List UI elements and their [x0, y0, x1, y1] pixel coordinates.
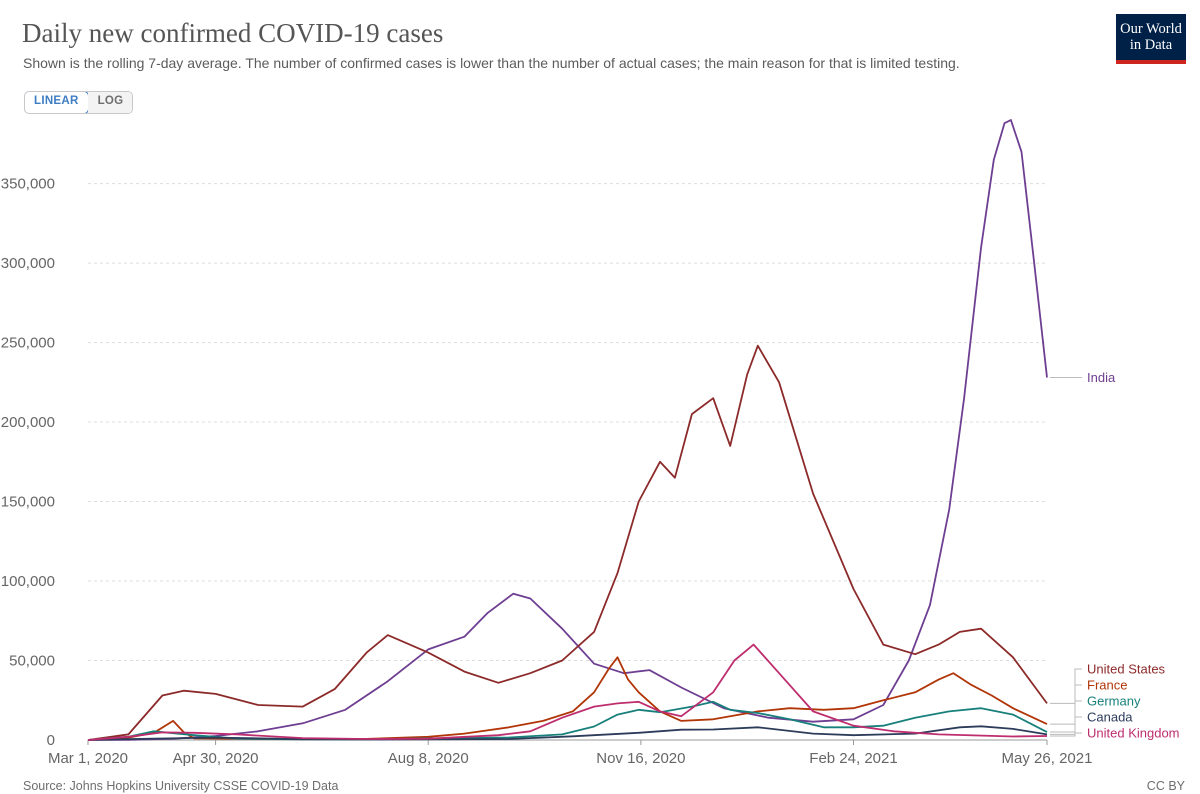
source-note: Source: Johns Hopkins University CSSE CO… [23, 779, 339, 793]
y-tick-label: 350,000 [1, 176, 55, 193]
series-lines [87, 119, 1048, 741]
label-connector [1050, 716, 1082, 735]
axes: 0 50,000 100,000 150,000 200,000 250,000 300,0… [1, 176, 1093, 767]
label-connector [1050, 684, 1082, 725]
series-label-india[interactable]: India [1087, 370, 1116, 385]
series-label-france[interactable]: France [1087, 678, 1127, 693]
y-tick-label: 100,000 [1, 573, 55, 590]
log-scale-button[interactable]: LOG [87, 92, 133, 113]
series-label-united-states[interactable]: United States [1087, 662, 1166, 677]
series-label-united-kingdom[interactable]: United Kingdom [1087, 726, 1180, 741]
chart-title: Daily new confirmed COVID-19 cases [22, 18, 444, 48]
series-line-canada[interactable] [87, 725, 1048, 741]
y-tick-label: 150,000 [1, 494, 55, 511]
owid-logo[interactable]: Our World in Data [1116, 14, 1186, 64]
x-tick-label: Aug 8, 2020 [388, 750, 469, 767]
y-tick-label: 0 [47, 732, 55, 749]
x-tick-label: Mar 1, 2020 [48, 750, 128, 767]
y-tick-label: 300,000 [1, 255, 55, 272]
chart-subtitle: Shown is the rolling 7-day average. The … [23, 55, 960, 71]
series-line-india[interactable] [87, 119, 1048, 741]
x-tick-label: Apr 30, 2020 [173, 750, 259, 767]
series-line-united-states[interactable] [87, 344, 1048, 741]
series-line-france[interactable] [87, 656, 1048, 741]
y-tick-label: 200,000 [1, 414, 55, 431]
license-link[interactable]: CC BY [1146, 779, 1185, 793]
linear-scale-button[interactable]: LINEAR [25, 92, 89, 113]
scale-toggle: LINEAR LOG [24, 91, 134, 114]
label-connector [1050, 668, 1082, 704]
y-tick-label: 250,000 [1, 335, 55, 352]
x-tick-label: Nov 16, 2020 [596, 750, 685, 767]
logo-line-2: in Data [1129, 37, 1173, 53]
line-labels: India United StatesFranceGermanyCanadaUni… [1050, 370, 1180, 741]
logo-line-1: Our World [1120, 21, 1182, 37]
x-tick-label: Feb 24, 2021 [809, 750, 897, 767]
x-tick-label: May 26, 2021 [1002, 750, 1093, 767]
gridlines [88, 183, 1047, 662]
label-connector [1050, 732, 1082, 737]
series-line-united-kingdom[interactable] [87, 643, 1048, 741]
y-tick-label: 50,000 [9, 653, 55, 670]
series-label-germany[interactable]: Germany [1087, 694, 1141, 709]
series-label-canada[interactable]: Canada [1087, 710, 1133, 725]
